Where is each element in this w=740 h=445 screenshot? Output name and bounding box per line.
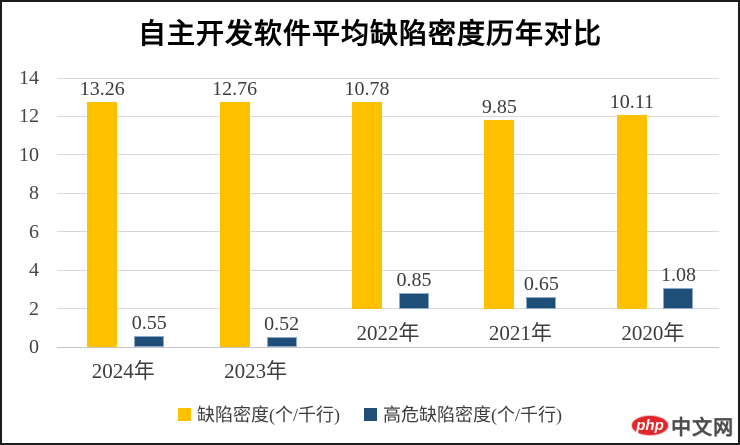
high-risk-defect-density-column: 0.85: [396, 78, 432, 310]
high-risk-defect-density-bar: [266, 337, 297, 347]
php-logo-icon: php: [631, 415, 669, 436]
high-risk-defect-density-bar: [526, 296, 557, 309]
y-axis-tick-label: 8: [29, 182, 39, 205]
legend: 缺陷密度(个/千行) 高危缺陷密度(个/千行): [2, 401, 738, 427]
category-group: 13.26 0.55 2024年: [57, 78, 189, 383]
category-group: 9.85 0.65 2021年: [454, 78, 586, 347]
bar-value-label: 10.11: [609, 90, 654, 113]
x-axis-category-label: 2021年: [488, 321, 552, 345]
watermark-text: 中文网: [671, 417, 734, 439]
defect-density-bar: [484, 119, 515, 309]
defect-density-column: 10.11: [610, 78, 654, 309]
bars-row: 13.26 0.55: [80, 78, 167, 347]
defect-density-column: 10.78: [344, 78, 390, 310]
legend-item-high-risk-defect-density: 高危缺陷密度(个/千行): [364, 401, 562, 427]
gridline: [57, 154, 719, 156]
category-group: 10.78 0.85 2022年: [322, 78, 454, 347]
gridline: [57, 115, 719, 117]
y-axis-tick-label: 0: [29, 336, 39, 358]
gridline: [57, 192, 719, 194]
high-risk-defect-density-bar: [399, 292, 430, 310]
y-axis-tick-label: 4: [29, 259, 39, 282]
category-group: 12.76 0.52 2023年: [189, 78, 321, 383]
bar-value-label: 13.26: [79, 78, 125, 100]
bar-value-label: 10.78: [344, 78, 390, 100]
x-axis-category-label: 2022年: [356, 321, 420, 346]
x-axis-category-label: 2020年: [621, 321, 685, 345]
bar-value-label: 0.85: [396, 268, 432, 291]
defect-density-column: 12.76: [212, 78, 257, 347]
bars-row: 10.78 0.85: [344, 78, 432, 310]
legend-label: 缺陷密度(个/千行): [197, 405, 340, 425]
legend-label: 高危缺陷密度(个/千行): [383, 405, 562, 425]
defect-density-column: 13.26: [80, 78, 125, 347]
high-risk-defect-density-column: 1.08: [661, 78, 696, 309]
watermark: php 中文网: [631, 411, 734, 440]
bars-row: 10.11 1.08: [610, 78, 696, 309]
bar-value-label: 9.85: [481, 95, 517, 118]
high-risk-defect-density-bar: [134, 336, 165, 347]
legend-item-defect-density: 缺陷密度(个/千行): [178, 401, 340, 427]
gridline: [57, 231, 719, 233]
bars-row: 9.85 0.65: [482, 78, 559, 309]
y-axis-tick-label: 6: [29, 220, 39, 243]
high-risk-defect-density-bar: [663, 288, 694, 309]
category-group: 10.11 1.08 2020年: [587, 78, 719, 347]
legend-swatch: [178, 407, 191, 421]
bar-value-label: 12.76: [212, 78, 258, 100]
bar-value-label: 0.52: [264, 313, 300, 336]
high-risk-defect-density-column: 0.55: [132, 78, 167, 347]
bar-value-label: 1.08: [660, 264, 696, 287]
bar-groups: 13.26 0.55 2024年 12.76 0.52 2023年 10.78 0.85 202…: [57, 78, 719, 383]
x-axis-category-label: 2023年: [224, 359, 288, 383]
gridline: [57, 346, 719, 348]
plot-area: 0 2 4 6 8 10 12 14 13.26 0.55 2024年 12.76 0.52 2023年 1…: [19, 67, 719, 383]
bar-value-label: 0.65: [523, 272, 559, 295]
defect-density-bar: [352, 102, 383, 310]
defect-density-column: 9.85: [482, 78, 517, 309]
gridline: [57, 269, 719, 271]
bar-value-label: 0.55: [131, 312, 167, 335]
gridline: [57, 308, 719, 310]
y-axis-tick-label: 12: [19, 105, 39, 128]
y-axis-tick-label: 14: [19, 67, 39, 89]
high-risk-defect-density-column: 0.52: [264, 78, 299, 347]
gridline: [57, 77, 719, 79]
y-axis-tick-label: 10: [19, 143, 39, 166]
legend-swatch: [364, 407, 377, 421]
bars-row: 12.76 0.52: [212, 78, 299, 347]
defect-density-bar: [616, 114, 647, 309]
x-axis-category-label: 2024年: [91, 359, 155, 383]
chart-title: 自主开发软件平均缺陷密度历年对比: [137, 19, 602, 50]
defect-density-bar: [219, 102, 250, 347]
defect-density-bar: [87, 102, 118, 347]
high-risk-defect-density-column: 0.65: [524, 78, 559, 309]
y-axis-tick-label: 2: [29, 297, 39, 320]
